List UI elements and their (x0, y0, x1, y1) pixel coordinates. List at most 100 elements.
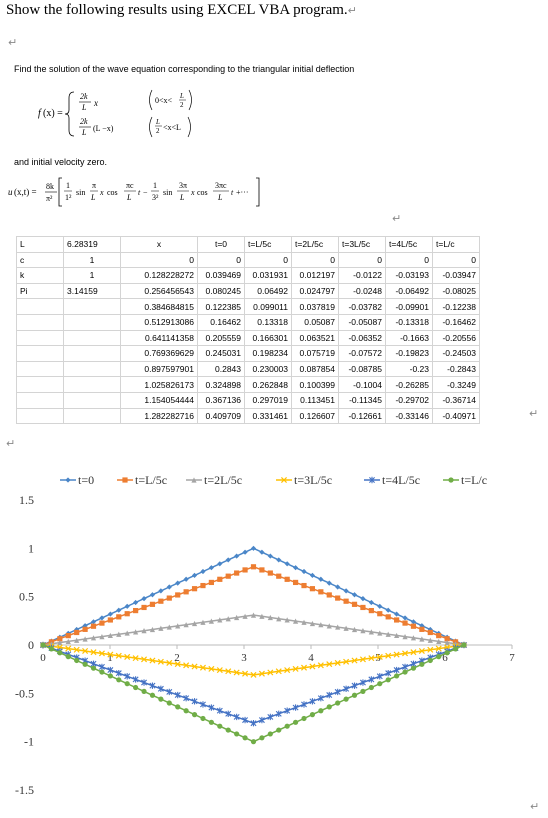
table-cell: 0.13318 (244, 313, 292, 331)
data-point (385, 652, 392, 659)
data-point (122, 477, 128, 483)
table-cell: -0.20556 (432, 329, 480, 347)
data-point (368, 655, 375, 662)
table-cell: 0.641141358 (120, 329, 198, 347)
data-point (376, 653, 383, 660)
table-cell: 0.230003 (244, 360, 292, 378)
data-point (234, 614, 240, 621)
data-point (351, 626, 358, 633)
table-cell: -0.40971 (432, 407, 480, 425)
data-point (65, 645, 72, 652)
data-point (300, 664, 308, 671)
data-point (318, 589, 324, 595)
data-point (275, 668, 282, 675)
table-cell: -0.13318 (385, 313, 433, 331)
param-name: Pi (16, 282, 64, 300)
data-point (157, 658, 164, 665)
data-point (65, 633, 71, 639)
solution-formula: u (x,t) = 8k π² 1 1² sin π L x cos πc L … (6, 172, 286, 212)
svg-text:(x) =: (x) = (43, 108, 63, 119)
data-point (259, 567, 265, 573)
data-point (427, 657, 433, 664)
table-cell: -0.2843 (432, 360, 480, 378)
table-cell: -0.0122 (338, 267, 386, 284)
data-point (343, 696, 349, 702)
svg-text:L: L (179, 193, 185, 202)
data-point (448, 477, 454, 483)
data-point (132, 676, 139, 683)
data-point (48, 646, 55, 652)
data-point (191, 620, 198, 627)
data-point (90, 623, 97, 629)
instruction-text: Show the following results using EXCEL V… (6, 2, 357, 18)
table-cell: -0.06352 (338, 329, 386, 347)
table-row: 1.025826173 0.324898 0.262848 0.100399 -0.10… (16, 376, 480, 393)
data-point (427, 629, 433, 636)
data-point (133, 684, 139, 691)
data-point (258, 716, 265, 724)
table-cell: 1.154054444 (120, 391, 198, 409)
data-point (250, 720, 257, 727)
data-point (183, 694, 190, 702)
param-name (16, 313, 64, 331)
data-point (452, 646, 459, 652)
data-point (158, 588, 164, 594)
data-point (267, 553, 273, 559)
data-point (166, 595, 172, 601)
y-tick-label: 1 (28, 541, 34, 555)
data-point (65, 477, 71, 483)
table-cell: 0.367136 (197, 391, 245, 409)
data-point (267, 731, 273, 737)
param-name (16, 391, 64, 409)
piecewise-definition: f (x) = 2k L x 0<x< L 2 2k L (L −x) L 2 … (34, 84, 234, 144)
data-point (57, 636, 63, 642)
svg-text:8k: 8k (46, 182, 54, 191)
svg-text:L: L (81, 103, 87, 112)
data-point (183, 622, 189, 628)
data-point (418, 647, 425, 654)
series-line (42, 644, 465, 724)
data-point (343, 588, 349, 594)
table-row: 0.641141358 0.205559 0.166301 0.063521 -0.06… (16, 329, 480, 347)
data-point (82, 626, 88, 632)
table-cell: -0.07572 (338, 345, 386, 362)
data-point (208, 704, 215, 711)
param-name (16, 407, 64, 425)
data-point (410, 665, 417, 671)
param-name: k (16, 267, 64, 284)
data-point (402, 663, 409, 671)
line-chart: 1.510.50-0.5-1-1.50 1 2 3 4 5 6 7t=0 t=L/5c t=2L/… (15, 473, 515, 797)
svg-text:L: L (217, 193, 223, 202)
param-value (63, 360, 121, 378)
series-line (42, 644, 465, 743)
table-cell: 0 (338, 251, 386, 269)
table-cell: -0.24503 (432, 345, 480, 362)
table-row: 0.769369629 0.245031 0.198234 0.075719 -0.07… (16, 345, 480, 362)
data-point (343, 625, 349, 631)
table-cell: -0.08785 (338, 360, 386, 378)
solution-svg: u (x,t) = 8k π² 1 1² sin π L x cos πc L … (8, 177, 260, 207)
paragraph-mark: ↵ (529, 407, 539, 420)
data-point (343, 598, 349, 604)
data-point (124, 673, 131, 680)
data-point (234, 553, 240, 559)
legend-entry: t=0 (78, 473, 94, 487)
data-point (199, 701, 206, 708)
data-point (318, 622, 324, 628)
table-cell: 0 (197, 251, 245, 269)
data-point (116, 631, 122, 637)
series-line (42, 566, 465, 646)
table-cell: 0.113451 (291, 391, 339, 409)
data-point (309, 586, 316, 592)
table-cell: 0.297019 (244, 391, 292, 409)
svg-text:1: 1 (66, 181, 70, 190)
table-row: Pi 3.14159 0.256456543 0.080245 0.06492 0.024… (16, 282, 480, 300)
table-cell: -0.06492 (385, 282, 433, 300)
data-point (267, 669, 274, 676)
data-point (335, 700, 341, 706)
y-tick-label: -1.5 (15, 783, 34, 797)
svg-text:cos: cos (107, 188, 118, 197)
data-point (158, 696, 164, 702)
svg-text:1: 1 (153, 181, 157, 190)
svg-text:sin: sin (76, 188, 85, 197)
